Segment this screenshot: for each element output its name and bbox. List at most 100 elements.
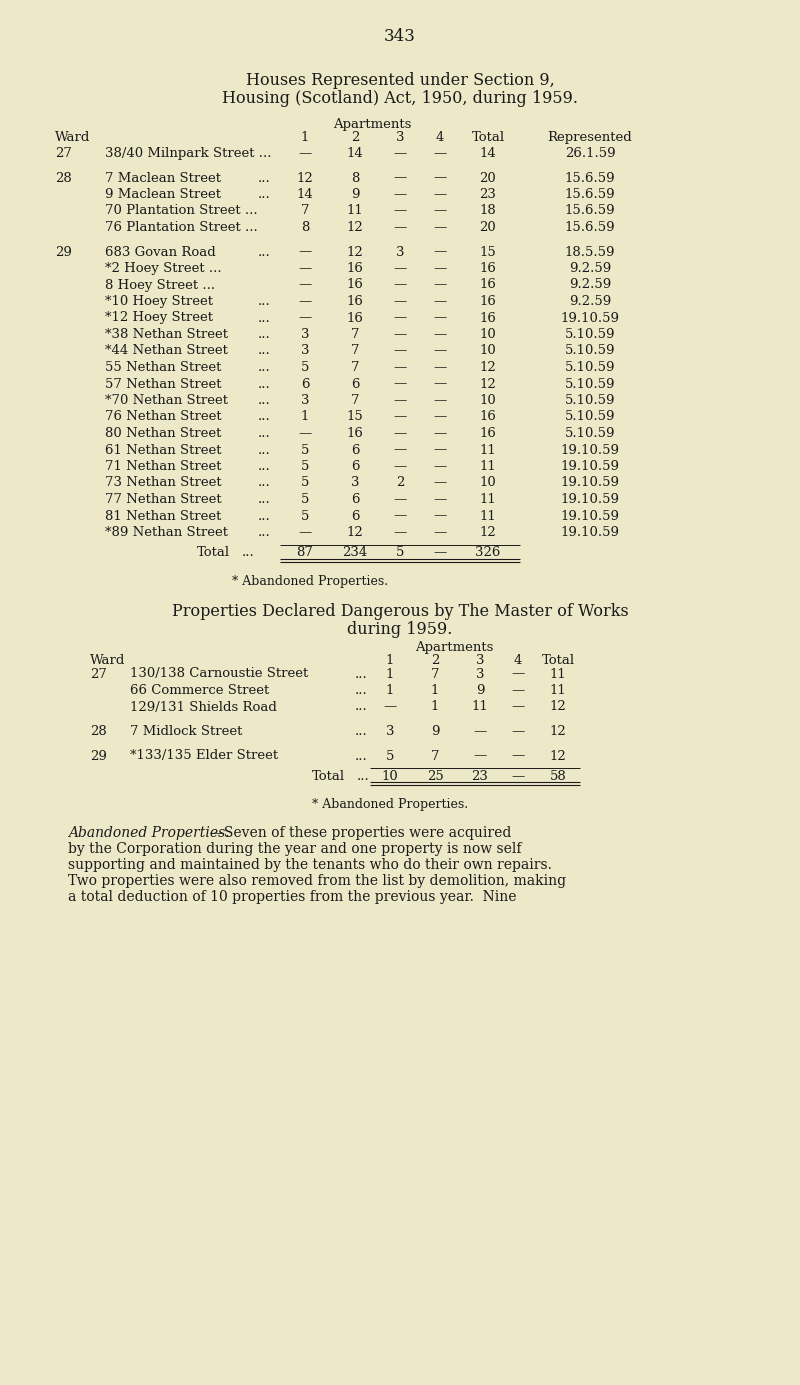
- Text: 8: 8: [301, 222, 309, 234]
- Text: ...: ...: [258, 188, 270, 201]
- Text: —: —: [434, 278, 446, 291]
- Text: 26.1.59: 26.1.59: [565, 147, 615, 161]
- Text: 3: 3: [476, 668, 484, 680]
- Text: 7: 7: [350, 328, 359, 341]
- Text: 7: 7: [350, 361, 359, 374]
- Text: 5.10.59: 5.10.59: [565, 361, 615, 374]
- Text: 57 Nethan Street: 57 Nethan Street: [105, 378, 222, 391]
- Text: 71 Nethan Street: 71 Nethan Street: [105, 460, 222, 474]
- Text: 8: 8: [351, 172, 359, 184]
- Text: 3: 3: [386, 724, 394, 738]
- Text: 87: 87: [297, 547, 314, 560]
- Text: —: —: [394, 205, 406, 217]
- Text: 80 Nethan Street: 80 Nethan Street: [105, 427, 222, 440]
- Text: 9.2.59: 9.2.59: [569, 262, 611, 276]
- Text: —: —: [298, 295, 312, 307]
- Text: —: —: [394, 410, 406, 424]
- Text: 11: 11: [550, 668, 566, 680]
- Text: 14: 14: [297, 188, 314, 201]
- Text: 16: 16: [346, 427, 363, 440]
- Text: 16: 16: [479, 262, 497, 276]
- Text: 3: 3: [396, 132, 404, 144]
- Text: ...: ...: [258, 378, 270, 391]
- Text: 3: 3: [301, 328, 310, 341]
- Text: 7: 7: [301, 205, 310, 217]
- Text: 12: 12: [480, 361, 496, 374]
- Text: 5.10.59: 5.10.59: [565, 345, 615, 357]
- Text: —: —: [394, 393, 406, 407]
- Text: 5.10.59: 5.10.59: [565, 427, 615, 440]
- Text: 11: 11: [480, 460, 496, 474]
- Text: —: —: [434, 328, 446, 341]
- Text: 1: 1: [431, 701, 439, 713]
- Text: 15.6.59: 15.6.59: [565, 188, 615, 201]
- Text: 28: 28: [90, 724, 106, 738]
- Text: 19.10.59: 19.10.59: [561, 493, 619, 506]
- Text: —: —: [394, 460, 406, 474]
- Text: 76 Nethan Street: 76 Nethan Street: [105, 410, 222, 424]
- Text: 326: 326: [475, 547, 501, 560]
- Text: —: —: [434, 460, 446, 474]
- Text: Apartments: Apartments: [334, 118, 412, 132]
- Text: —Seven of these properties were acquired: —Seven of these properties were acquired: [210, 825, 511, 839]
- Text: 343: 343: [384, 28, 416, 44]
- Text: ...: ...: [258, 361, 270, 374]
- Text: 11: 11: [472, 701, 488, 713]
- Text: ...: ...: [258, 312, 270, 324]
- Text: 9.2.59: 9.2.59: [569, 278, 611, 291]
- Text: 15.6.59: 15.6.59: [565, 205, 615, 217]
- Text: supporting and maintained by the tenants who do their own repairs.: supporting and maintained by the tenants…: [68, 857, 552, 873]
- Text: 20: 20: [480, 172, 496, 184]
- Text: —: —: [298, 147, 312, 161]
- Text: —: —: [511, 770, 525, 783]
- Text: ...: ...: [258, 476, 270, 489]
- Text: *2 Hoey Street ...: *2 Hoey Street ...: [105, 262, 222, 276]
- Text: —: —: [394, 262, 406, 276]
- Text: —: —: [434, 476, 446, 489]
- Text: 27: 27: [55, 147, 72, 161]
- Text: 11: 11: [480, 510, 496, 522]
- Text: Properties Declared Dangerous by The Master of Works: Properties Declared Dangerous by The Mas…: [172, 602, 628, 619]
- Text: Total: Total: [312, 770, 345, 783]
- Text: 15: 15: [480, 245, 496, 259]
- Text: 1: 1: [386, 668, 394, 680]
- Text: 12: 12: [550, 701, 566, 713]
- Text: —: —: [394, 295, 406, 307]
- Text: —: —: [394, 147, 406, 161]
- Text: *70 Nethan Street: *70 Nethan Street: [105, 393, 228, 407]
- Text: *38 Nethan Street: *38 Nethan Street: [105, 328, 228, 341]
- Text: 9: 9: [350, 188, 359, 201]
- Text: 5: 5: [301, 361, 309, 374]
- Text: —: —: [474, 749, 486, 763]
- Text: 66 Commerce Street: 66 Commerce Street: [130, 684, 270, 697]
- Text: 16: 16: [479, 278, 497, 291]
- Text: 6: 6: [350, 510, 359, 522]
- Text: 27: 27: [90, 668, 107, 680]
- Text: 4: 4: [436, 132, 444, 144]
- Text: *10 Hoey Street: *10 Hoey Street: [105, 295, 213, 307]
- Text: Total: Total: [471, 132, 505, 144]
- Text: 3: 3: [396, 245, 404, 259]
- Text: ...: ...: [355, 724, 368, 738]
- Text: Housing (Scotland) Act, 1950, during 1959.: Housing (Scotland) Act, 1950, during 195…: [222, 90, 578, 107]
- Text: 18.5.59: 18.5.59: [565, 245, 615, 259]
- Text: Ward: Ward: [55, 132, 90, 144]
- Text: —: —: [434, 295, 446, 307]
- Text: 9: 9: [476, 684, 484, 697]
- Text: —: —: [434, 147, 446, 161]
- Text: Apartments: Apartments: [415, 640, 493, 654]
- Text: 1: 1: [386, 684, 394, 697]
- Text: 11: 11: [550, 684, 566, 697]
- Text: 2: 2: [431, 654, 439, 666]
- Text: 7: 7: [350, 393, 359, 407]
- Text: 10: 10: [382, 770, 398, 783]
- Text: 7 Maclean Street: 7 Maclean Street: [105, 172, 221, 184]
- Text: *89 Nethan Street: *89 Nethan Street: [105, 526, 228, 539]
- Text: ...: ...: [258, 526, 270, 539]
- Text: —: —: [434, 410, 446, 424]
- Text: Total: Total: [542, 654, 574, 666]
- Text: *12 Hoey Street: *12 Hoey Street: [105, 312, 213, 324]
- Text: 5.10.59: 5.10.59: [565, 393, 615, 407]
- Text: —: —: [298, 262, 312, 276]
- Text: Houses Represented under Section 9,: Houses Represented under Section 9,: [246, 72, 554, 89]
